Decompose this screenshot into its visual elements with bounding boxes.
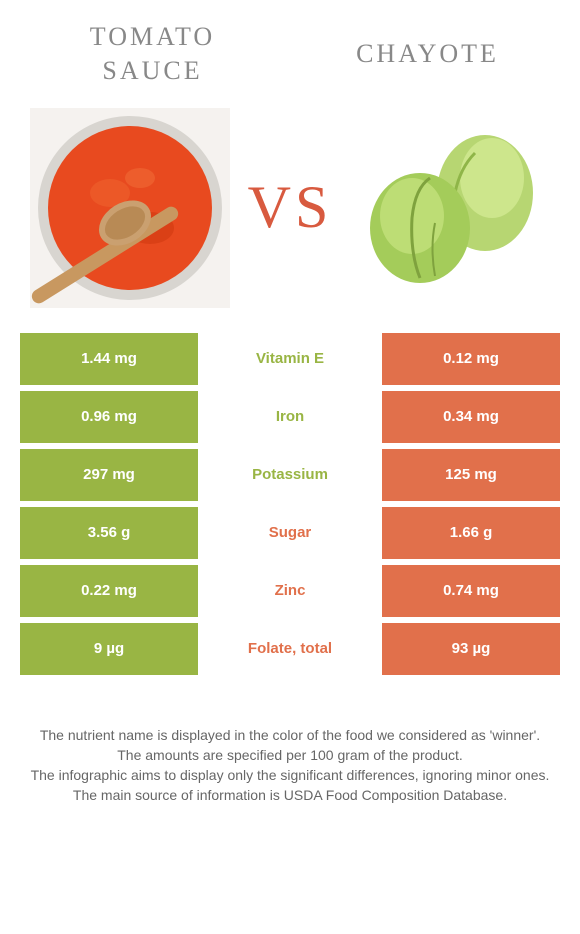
left-food-title: Tomato sauce [40, 20, 265, 88]
nutrient-label: Iron [198, 391, 382, 443]
right-value: 0.12 mg [382, 333, 560, 385]
images-row: VS [0, 98, 580, 333]
nutrient-label: Sugar [198, 507, 382, 559]
tomato-sauce-image [30, 108, 230, 308]
left-value: 0.22 mg [20, 565, 198, 617]
left-title-line1: Tomato [40, 20, 265, 54]
footer-line-1: The nutrient name is displayed in the co… [20, 725, 560, 745]
vs-label: VS [248, 173, 333, 242]
chayote-image [350, 108, 550, 308]
table-row: 297 mgPotassium125 mg [20, 449, 560, 501]
nutrient-label: Potassium [198, 449, 382, 501]
left-value: 297 mg [20, 449, 198, 501]
right-value: 1.66 g [382, 507, 560, 559]
nutrient-label: Zinc [198, 565, 382, 617]
table-row: 1.44 mgVitamin E0.12 mg [20, 333, 560, 385]
table-row: 0.96 mgIron0.34 mg [20, 391, 560, 443]
right-value: 93 µg [382, 623, 560, 675]
table-row: 0.22 mgZinc0.74 mg [20, 565, 560, 617]
left-title-line2: sauce [40, 54, 265, 88]
footer-notes: The nutrient name is displayed in the co… [0, 725, 580, 806]
comparison-table: 1.44 mgVitamin E0.12 mg 0.96 mgIron0.34 m… [20, 333, 560, 675]
footer-line-4: The main source of information is USDA F… [20, 785, 560, 805]
nutrient-label: Vitamin E [198, 333, 382, 385]
left-value: 0.96 mg [20, 391, 198, 443]
right-value: 0.34 mg [382, 391, 560, 443]
right-value: 0.74 mg [382, 565, 560, 617]
right-value: 125 mg [382, 449, 560, 501]
nutrient-label: Folate, total [198, 623, 382, 675]
header: Tomato sauce Chayote [0, 0, 580, 98]
footer-line-2: The amounts are specified per 100 gram o… [20, 745, 560, 765]
left-value: 3.56 g [20, 507, 198, 559]
footer-line-3: The infographic aims to display only the… [20, 765, 560, 785]
left-value: 9 µg [20, 623, 198, 675]
table-row: 3.56 gSugar1.66 g [20, 507, 560, 559]
table-row: 9 µgFolate, total93 µg [20, 623, 560, 675]
right-food-title: Chayote [315, 20, 540, 88]
left-value: 1.44 mg [20, 333, 198, 385]
